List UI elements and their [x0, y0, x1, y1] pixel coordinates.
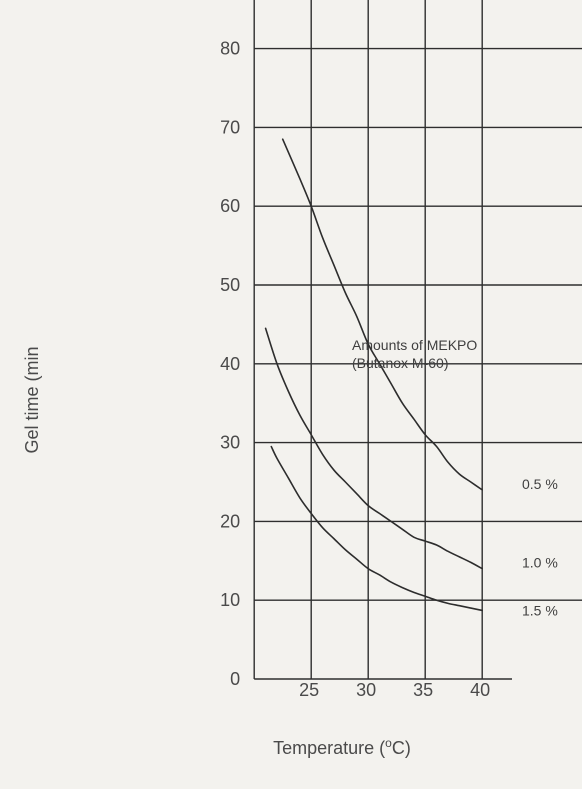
x-axis-title-superscript: o [385, 736, 392, 750]
curves [264, 138, 483, 612]
y-tick-label-30: 30 [220, 433, 240, 453]
series-line-1-5 [270, 445, 483, 612]
y-tick-label-10: 10 [220, 590, 240, 610]
series-label-1: 0.5 % [522, 476, 558, 492]
labels: 0 10 20 30 40 50 60 70 80 25 30 35 40 0.5 % 1.0 % 1.5 % [220, 39, 558, 700]
series-line-1-0 [264, 327, 483, 570]
annotation-line-2: (Butanox M-60) [352, 355, 448, 371]
y-axis-title: Gel time (min [22, 346, 42, 453]
y-tick-label-20: 20 [220, 511, 240, 531]
annotation-line-1: Amounts of MEKPO [352, 337, 477, 353]
x-tick-label-25: 25 [299, 680, 319, 700]
y-tick-label-50: 50 [220, 275, 240, 295]
series-label-2: 1.0 % [522, 555, 558, 571]
y-tick-label-40: 40 [220, 354, 240, 374]
grid [253, 0, 582, 680]
annotation-mekpo: Amounts of MEKPO (Butanox M-60) [352, 337, 481, 371]
x-tick-label-40: 40 [470, 680, 490, 700]
x-axis-title: Temperature (oC) [273, 736, 411, 758]
y-tick-label-0: 0 [230, 669, 240, 689]
x-axis-title-main: Temperature ( [273, 738, 385, 758]
y-tick-label-80: 80 [220, 39, 240, 59]
series-line-0-5 [281, 138, 483, 491]
y-tick-label-60: 60 [220, 196, 240, 216]
x-tick-label-30: 30 [356, 680, 376, 700]
x-tick-label-35: 35 [413, 680, 433, 700]
x-axis-title-suffix: C) [392, 738, 411, 758]
series-label-3: 1.5 % [522, 602, 558, 618]
y-tick-label-70: 70 [220, 117, 240, 137]
